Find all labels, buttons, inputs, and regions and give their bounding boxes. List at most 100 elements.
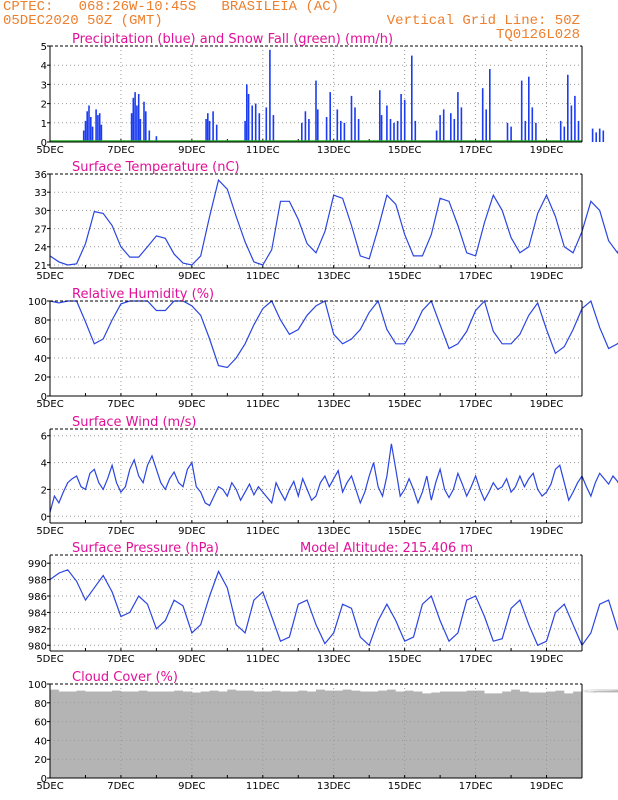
precip-bar bbox=[329, 92, 331, 142]
y-tick-label: 982 bbox=[28, 625, 47, 636]
x-tick-label: 11DEC bbox=[246, 781, 280, 792]
precip-bar bbox=[95, 109, 97, 142]
x-tick-label: 7DEC bbox=[107, 399, 134, 410]
precip-bar bbox=[215, 124, 218, 142]
y-tick-label: 990 bbox=[28, 559, 47, 570]
x-tick-label: 17DEC bbox=[459, 399, 493, 410]
y-tick-label: 6 bbox=[41, 432, 47, 443]
precip-bar bbox=[528, 76, 530, 142]
precip-bar bbox=[90, 117, 92, 142]
x-tick-label: 9DEC bbox=[178, 654, 205, 665]
x-tick-label: 15DEC bbox=[388, 271, 422, 282]
x-tick-label: 5DEC bbox=[36, 145, 63, 156]
y-tick-label: 3 bbox=[41, 80, 47, 91]
y-tick-label: 0 bbox=[41, 392, 47, 403]
x-tick-label: 15DEC bbox=[388, 399, 422, 410]
precip-bar bbox=[254, 103, 257, 142]
x-tick-label: 15DEC bbox=[388, 526, 422, 537]
precip-bar bbox=[336, 109, 339, 142]
precip-bar bbox=[389, 119, 392, 142]
precip-bar bbox=[386, 105, 388, 142]
precip-bar bbox=[139, 119, 142, 142]
y-tick-label: 20 bbox=[34, 755, 47, 766]
x-tick-label: 19DEC bbox=[530, 399, 564, 410]
y-tick-label: 980 bbox=[28, 641, 47, 652]
precip-bar bbox=[247, 94, 250, 142]
precip-bar bbox=[489, 69, 491, 142]
x-tick-label: 17DEC bbox=[459, 271, 493, 282]
x-tick-label: 7DEC bbox=[107, 271, 134, 282]
precip-bar bbox=[304, 111, 307, 142]
panel-title: Precipitation (blue) and Snow Fall (gree… bbox=[72, 32, 393, 47]
y-tick-label: 40 bbox=[34, 736, 47, 747]
x-tick-label: 19DEC bbox=[530, 781, 564, 792]
precip-bar bbox=[244, 120, 246, 142]
precip-bar bbox=[86, 111, 88, 142]
x-tick-label: 17DEC bbox=[459, 781, 493, 792]
x-tick-label: 9DEC bbox=[178, 781, 205, 792]
precip-bar bbox=[246, 84, 248, 142]
header-date: 05DEC2020 50Z (GMT) bbox=[3, 13, 163, 29]
y-tick-label: 5 bbox=[41, 42, 47, 53]
y-tick-label: 20 bbox=[34, 373, 47, 384]
precip-bar bbox=[414, 120, 417, 142]
precip-bar bbox=[82, 130, 85, 142]
x-tick-label: 13DEC bbox=[317, 271, 351, 282]
precip-bar bbox=[506, 122, 509, 142]
header-station: CPTEC: 068:26W-10:45S BRASILEIA (AC) bbox=[3, 0, 340, 15]
precip-bar bbox=[602, 130, 605, 142]
precip-bar bbox=[97, 115, 99, 142]
precip-bar bbox=[88, 105, 90, 142]
precip-bar bbox=[98, 113, 101, 142]
x-tick-label: 15DEC bbox=[388, 145, 422, 156]
precip-bar bbox=[130, 113, 133, 142]
y-tick-label: 40 bbox=[34, 354, 47, 365]
precip-bar bbox=[439, 115, 441, 142]
precip-bar bbox=[100, 124, 103, 142]
series-line bbox=[49, 443, 618, 513]
y-tick-label: 100 bbox=[28, 680, 47, 691]
x-tick-label: 11DEC bbox=[246, 271, 280, 282]
precip-bar bbox=[485, 109, 487, 142]
precip-bar bbox=[595, 132, 597, 142]
x-tick-label: 9DEC bbox=[178, 145, 205, 156]
precip-bar bbox=[208, 120, 211, 142]
precip-bar bbox=[570, 105, 573, 142]
precip-bar bbox=[143, 101, 145, 142]
precip-bar bbox=[212, 111, 214, 142]
precip-bar bbox=[457, 92, 459, 142]
y-tick-label: 0 bbox=[41, 138, 47, 149]
x-tick-label: 11DEC bbox=[246, 399, 280, 410]
precip-bar bbox=[155, 136, 158, 142]
x-tick-label: 13DEC bbox=[317, 781, 351, 792]
precip-bar bbox=[354, 107, 356, 142]
cloud-cover-area bbox=[50, 689, 618, 778]
precip-bar bbox=[481, 88, 484, 142]
x-tick-label: 19DEC bbox=[530, 271, 564, 282]
precip-bar bbox=[325, 117, 328, 142]
y-tick-label: 60 bbox=[34, 718, 47, 729]
y-tick-label: 1 bbox=[41, 119, 47, 130]
precip-bar bbox=[510, 126, 512, 142]
x-tick-label: 5DEC bbox=[36, 526, 63, 537]
x-tick-label: 7DEC bbox=[107, 526, 134, 537]
precip-bar bbox=[251, 105, 253, 142]
x-tick-label: 7DEC bbox=[107, 145, 134, 156]
precip-bar bbox=[531, 107, 534, 142]
x-tick-label: 7DEC bbox=[107, 781, 134, 792]
x-tick-label: 13DEC bbox=[317, 399, 351, 410]
x-tick-label: 9DEC bbox=[178, 526, 205, 537]
x-tick-label: 19DEC bbox=[530, 145, 564, 156]
precip-bar bbox=[577, 120, 580, 142]
x-tick-label: 13DEC bbox=[317, 526, 351, 537]
y-tick-label: 30 bbox=[34, 206, 47, 217]
precip-bar bbox=[340, 120, 342, 142]
precip-bar bbox=[132, 97, 135, 142]
series-line bbox=[49, 569, 618, 647]
y-tick-label: 988 bbox=[28, 576, 47, 587]
y-tick-label: 100 bbox=[28, 297, 47, 308]
x-tick-label: 11DEC bbox=[246, 145, 280, 156]
precip-bar bbox=[411, 55, 413, 142]
precip-bar bbox=[393, 122, 395, 142]
